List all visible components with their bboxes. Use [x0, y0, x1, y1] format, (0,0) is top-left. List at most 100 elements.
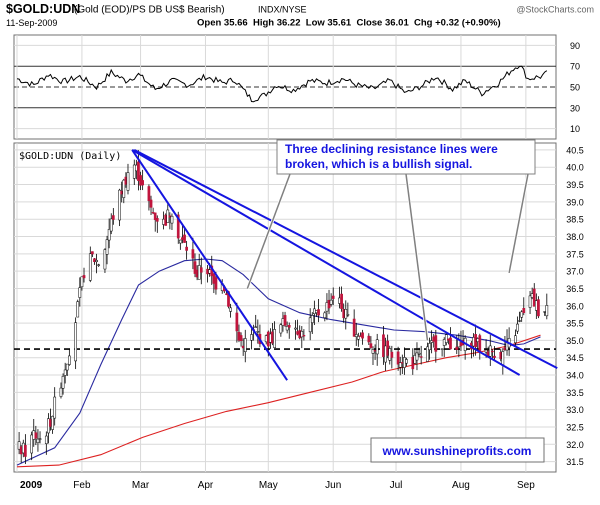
candle-down: [352, 318, 356, 337]
x-tick-label: Mar: [132, 480, 150, 491]
candle-up: [323, 312, 327, 318]
candle-up: [118, 189, 121, 221]
price-tick-label: 37.5: [566, 249, 584, 259]
rsi-tick-label: 50: [570, 83, 580, 93]
credit-label: www.sunshineprofits.com: [382, 444, 532, 458]
candle-up: [545, 305, 549, 317]
resistance-line-2: [131, 149, 521, 376]
candle-down: [137, 161, 140, 181]
candle-down: [239, 335, 243, 342]
ma-long-line: [16, 334, 541, 468]
resistance-line-3: [133, 149, 558, 369]
price-tick-label: 32.0: [566, 440, 584, 450]
candle-up: [51, 416, 54, 430]
candle-up: [53, 396, 57, 419]
candle-up: [528, 295, 532, 308]
candle-up: [300, 331, 304, 338]
candle-down: [434, 335, 438, 352]
candle-up: [122, 179, 126, 198]
candle-up: [17, 441, 21, 450]
candle-up: [308, 317, 312, 333]
candle-up: [405, 359, 408, 364]
watermark-label: @StockCharts.com: [516, 5, 594, 15]
candle-up: [398, 362, 402, 368]
candle-up: [428, 343, 431, 351]
symbol-description: (Gold (EOD)/PS DB US$ Bearish): [74, 5, 225, 16]
x-tick-label: Sep: [517, 480, 535, 491]
price-panel-title: $GOLD:UDN (Daily): [19, 151, 121, 162]
candle-down: [153, 212, 157, 221]
candle-down: [24, 445, 27, 457]
annotation-line-2: broken, which is a bullish signal.: [285, 157, 472, 171]
candle-down: [302, 335, 306, 337]
candle-up: [63, 369, 67, 376]
candle-down: [491, 350, 494, 353]
candle-down: [191, 249, 195, 259]
annotation-pointer: [246, 173, 291, 289]
candle-up: [61, 376, 65, 389]
candle-down: [141, 180, 144, 186]
rsi-tick-label: 30: [570, 103, 580, 113]
rsi-grid: [14, 35, 556, 139]
candle-down: [361, 332, 364, 339]
candle-down: [340, 293, 343, 309]
price-tick-label: 38.0: [566, 232, 584, 242]
candle-up: [329, 299, 333, 305]
candle-up: [415, 352, 419, 361]
candle-up: [375, 339, 379, 355]
x-tick-label: Jul: [390, 480, 403, 491]
candle-down: [522, 308, 526, 314]
resistance-line-1: [131, 149, 288, 381]
candle-up: [105, 239, 109, 255]
candle-down: [390, 351, 394, 358]
candle-down: [367, 335, 371, 343]
rsi-tick-label: 90: [570, 41, 580, 51]
candle-up: [103, 249, 107, 270]
candle-down: [147, 186, 151, 202]
candle-up: [65, 363, 69, 371]
candle-up: [518, 320, 521, 322]
time-x-axis: 2009 Feb Mar Apr May Jun Jul Aug Sep: [20, 480, 535, 491]
price-tick-label: 34.0: [566, 371, 584, 381]
candle-up: [346, 314, 350, 316]
candle-up: [256, 331, 260, 333]
candle-up: [354, 334, 358, 338]
candle-up: [68, 355, 71, 365]
candle-up: [38, 438, 42, 440]
rsi-line: [16, 65, 548, 103]
x-tick-label: 2009: [20, 480, 43, 491]
candle-down: [493, 355, 496, 358]
candle-up: [36, 438, 40, 444]
annotation-line-1: Three declining resistance lines were: [285, 142, 498, 156]
candle-up: [310, 315, 314, 323]
x-tick-label: Aug: [452, 480, 470, 491]
candle-up: [170, 215, 174, 224]
candle-up: [30, 434, 34, 454]
candle-up: [516, 323, 519, 332]
price-tick-label: 40.5: [566, 145, 584, 155]
x-tick-label: May: [259, 480, 278, 491]
price-tick-label: 34.5: [566, 353, 584, 363]
candle-up: [97, 264, 101, 266]
resistance-trendlines: [131, 149, 558, 381]
candle-down: [214, 277, 218, 290]
price-panel-frame: [13, 142, 557, 473]
candle-up: [344, 309, 348, 319]
price-tick-label: 39.0: [566, 197, 584, 207]
candle-up: [44, 435, 48, 444]
price-tick-label: 39.5: [566, 180, 584, 190]
candle-up: [95, 259, 98, 263]
price-tick-label: 36.0: [566, 301, 584, 311]
candle-up: [514, 335, 517, 343]
candle-up: [294, 327, 297, 330]
candle-up: [126, 172, 130, 191]
x-tick-label: Apr: [198, 480, 214, 491]
rsi-tick-label: 70: [570, 62, 580, 72]
candle-down: [193, 261, 197, 274]
candle-down: [149, 199, 153, 208]
symbol-title: $GOLD:UDN: [6, 2, 80, 16]
price-panel: $GOLD:UDN (Daily) 40.5 40.0 39.5 39.0 38.5 38…: [13, 139, 584, 491]
candle-down: [449, 337, 452, 350]
candle-down: [331, 295, 335, 299]
